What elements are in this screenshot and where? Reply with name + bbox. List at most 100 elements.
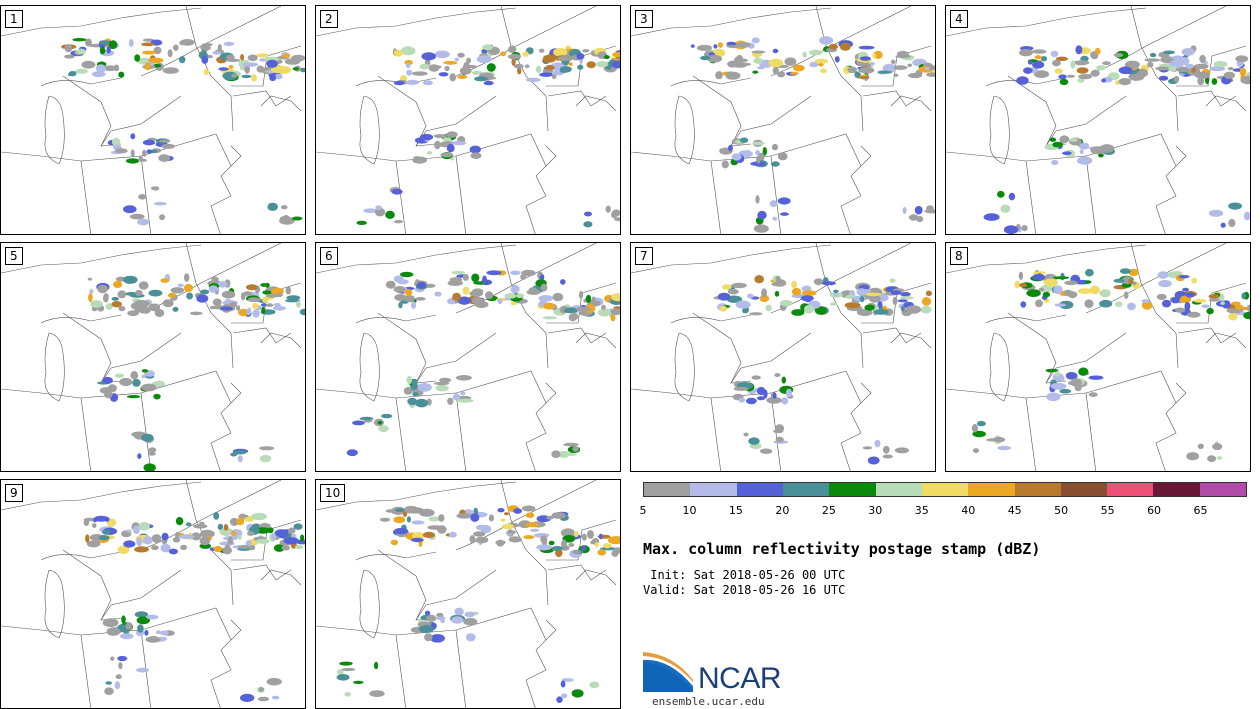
reflectivity-cell — [457, 52, 465, 58]
reflectivity-cell — [132, 379, 141, 387]
reflectivity-cell — [521, 505, 536, 512]
reflectivity-cell — [859, 296, 865, 303]
reflectivity-cell — [231, 73, 238, 78]
reflectivity-cell — [543, 54, 558, 61]
reflectivity-cell — [751, 37, 760, 44]
reflectivity-cell — [183, 283, 194, 293]
reflectivity-cell — [142, 536, 153, 545]
reflectivity-cell — [221, 290, 236, 299]
reflectivity-cell — [856, 308, 873, 317]
reflectivity-cell — [1062, 151, 1072, 155]
reflectivity-cell — [353, 680, 364, 684]
reflectivity-cell — [457, 398, 474, 403]
reflectivity-map — [946, 6, 1250, 234]
reflectivity-cell — [1032, 273, 1046, 281]
map-boundary — [377, 312, 437, 384]
reflectivity-cell — [415, 297, 426, 301]
reflectivity-cell — [172, 306, 179, 312]
map-boundary — [670, 314, 752, 324]
reflectivity-cell — [500, 51, 507, 57]
reflectivity-cell — [1098, 153, 1104, 158]
reflectivity-cell — [611, 209, 620, 217]
map-boundary — [500, 480, 549, 606]
reflectivity-cell — [882, 63, 897, 73]
reflectivity-cell — [115, 674, 122, 680]
map-boundary — [1, 7, 202, 37]
reflectivity-cell — [510, 301, 518, 306]
map-boundary — [1025, 397, 1037, 471]
reflectivity-cell — [393, 80, 405, 86]
reflectivity-cell — [229, 301, 237, 308]
reflectivity-cell — [1216, 456, 1223, 460]
reflectivity-cell — [731, 153, 742, 161]
map-boundary — [355, 314, 437, 324]
reflectivity-cell — [381, 413, 393, 419]
reflectivity-cell — [341, 667, 356, 672]
reflectivity-cell — [775, 436, 784, 443]
reflectivity-cell — [457, 74, 468, 79]
reflectivity-cell — [1090, 51, 1097, 59]
reflectivity-cell — [1156, 293, 1167, 300]
reflectivity-cell — [1089, 285, 1100, 295]
map-boundary — [547, 327, 607, 344]
reflectivity-cell — [141, 374, 146, 379]
reflectivity-cell — [433, 134, 448, 139]
reflectivity-cell — [572, 446, 579, 452]
reflectivity-cell — [864, 304, 875, 311]
map-boundary — [140, 607, 232, 641]
reflectivity-cell — [130, 371, 139, 380]
reflectivity-cell — [610, 313, 616, 322]
reflectivity-cell — [809, 61, 819, 68]
reflectivity-cell — [222, 546, 232, 555]
reflectivity-cell — [113, 280, 123, 288]
reflectivity-cell — [772, 392, 777, 399]
reflectivity-cell — [1185, 292, 1195, 298]
reflectivity-cell — [1053, 285, 1063, 295]
reflectivity-cell — [513, 63, 524, 69]
map-boundary — [525, 382, 557, 471]
reflectivity-cell — [772, 66, 779, 75]
reflectivity-cell — [1008, 192, 1016, 201]
reflectivity-cell — [129, 213, 145, 220]
reflectivity-cell — [337, 669, 344, 675]
reflectivity-cell — [108, 40, 118, 50]
reflectivity-cell — [765, 304, 772, 312]
reflectivity-cell — [768, 58, 784, 68]
map-boundary — [692, 312, 752, 384]
reflectivity-cell — [757, 210, 767, 220]
reflectivity-cell — [411, 520, 425, 525]
reflectivity-cell — [412, 156, 427, 164]
member-panel-4: 4 — [945, 5, 1251, 235]
reflectivity-cell — [238, 514, 249, 518]
website-link[interactable]: ensemble.ucar.edu — [652, 695, 765, 708]
reflectivity-cell — [223, 41, 235, 47]
reflectivity-cell — [874, 439, 881, 448]
map-boundary — [44, 332, 65, 402]
reflectivity-cell — [293, 523, 303, 530]
reflectivity-cell — [429, 65, 442, 69]
reflectivity-cell — [243, 291, 253, 296]
reflectivity-cell — [242, 62, 259, 67]
reflectivity-cell — [1121, 282, 1132, 288]
reflectivity-cell — [743, 432, 749, 437]
reflectivity-cell — [847, 66, 857, 74]
map-boundary — [1176, 45, 1247, 87]
reflectivity-cell — [136, 667, 149, 673]
reflectivity-cell — [1173, 75, 1180, 83]
member-label: 9 — [5, 484, 23, 502]
reflectivity-cell — [1045, 368, 1059, 373]
reflectivity-cell — [167, 49, 173, 58]
colorbar-segment — [782, 483, 830, 496]
reflectivity-cell — [412, 392, 419, 397]
reflectivity-cell — [144, 62, 151, 71]
reflectivity-cell — [226, 54, 235, 61]
member-panel-1: 1 — [0, 5, 306, 235]
reflectivity-cell — [471, 70, 483, 75]
reflectivity-cell — [510, 284, 520, 294]
reflectivity-cell — [1018, 271, 1024, 280]
reflectivity-cell — [589, 681, 600, 689]
reflectivity-cell — [997, 190, 1005, 198]
reflectivity-cell — [471, 296, 484, 305]
map-boundary — [415, 569, 497, 621]
reflectivity-cell — [750, 161, 766, 166]
